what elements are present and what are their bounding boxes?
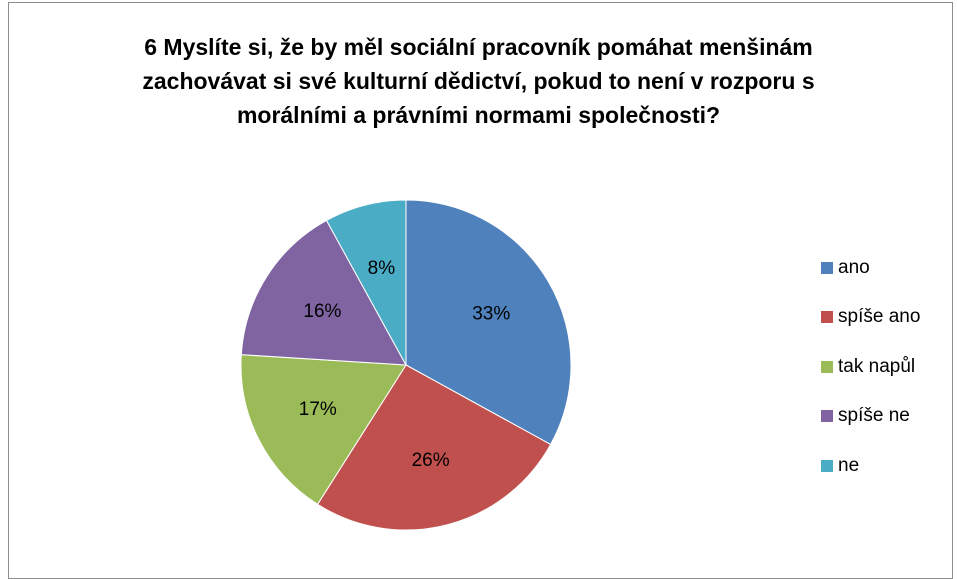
slice-label-spise-ano: 26% [412,450,450,471]
legend-label-ne: ne [838,454,860,476]
pie-slice-tak-napul [240,354,407,506]
slice-label-tak-napul: 17% [299,399,337,420]
chart-title-line-2: zachovávat si své kulturní dědictví, pok… [142,68,815,94]
legend-item-spise-ano: spíše ano [821,304,920,331]
pie-slice-ano [405,199,572,446]
legend-swatch-ano [821,261,833,274]
slice-label-spise-ne: 16% [303,301,341,322]
legend-label-spise-ne: spíše ne [838,405,910,426]
legend-swatch-spise-ne [821,410,833,422]
chart-title-line-1: 6 Myslíte si, že by měl sociální pracovn… [144,34,813,60]
legend-swatch-spise-ano [821,311,833,323]
legend-item-spise-ne: spíše ne [821,403,920,430]
legend-label-spise-ano: spíše ano [838,306,921,327]
legend-swatch-ne [821,459,833,472]
chart-title: 6 Myslíte si, že by měl sociální pracovn… [0,30,957,132]
chart-title-line-3: morálními a právními normami společnosti… [236,102,721,128]
legend-item-ano: ano [821,254,920,281]
legend-label-tak-napul: tak napůl [838,355,916,377]
legend-swatch-tak-napul [821,360,833,373]
chart-legend: ano spíše ano tak napůl spíše ne ne [821,254,920,502]
legend-item-tak-napul: tak napůl [821,353,920,380]
pie-slice-ne [325,199,407,366]
slice-label-ano: 33% [472,304,510,325]
pie-slice-spise-ne [240,219,407,366]
legend-item-ne: ne [821,452,920,479]
slice-label-ne: 8% [368,258,396,279]
legend-label-ano: ano [838,256,870,278]
pie-slice-spise-ano [316,364,552,531]
